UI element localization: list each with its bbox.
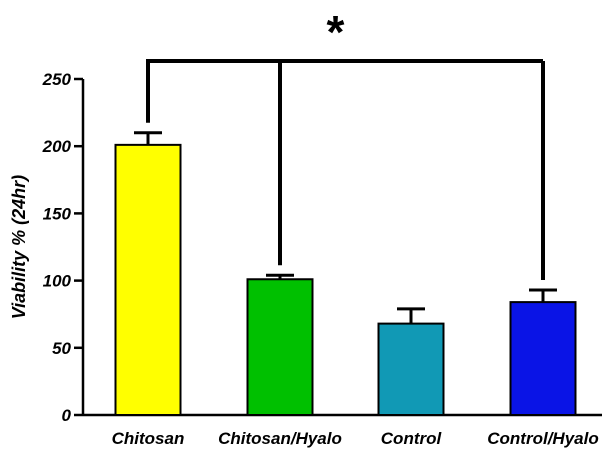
category-label: Chitosan/Hyalo xyxy=(218,429,342,448)
bar-control-hyalo xyxy=(509,301,577,417)
y-ticks: 0 50 100 150 200 250 xyxy=(42,70,83,425)
category-label: Control/Hyalo xyxy=(487,429,598,448)
y-tick-label: 50 xyxy=(52,339,71,358)
y-tick-label: 250 xyxy=(42,70,72,89)
bars xyxy=(114,143,577,417)
category-label: Chitosan xyxy=(112,429,185,448)
y-tick-label: 100 xyxy=(43,272,72,291)
y-tick-label: 0 xyxy=(62,406,72,425)
bar-chitosan-hyalo xyxy=(246,278,314,417)
y-axis-title: Viability % (24hr) xyxy=(9,175,29,319)
category-label: Control xyxy=(381,429,443,448)
y-tick-label: 200 xyxy=(42,137,72,156)
bar-chitosan xyxy=(114,143,182,417)
y-tick-label: 150 xyxy=(43,204,72,223)
bar-control xyxy=(377,322,445,416)
significance-bracket: * xyxy=(146,6,545,281)
significance-star: * xyxy=(327,6,345,58)
error-bars xyxy=(134,131,557,324)
category-labels: Chitosan Chitosan/Hyalo Control Control/Hya… xyxy=(112,429,599,448)
significance-bracket-line xyxy=(146,59,545,281)
